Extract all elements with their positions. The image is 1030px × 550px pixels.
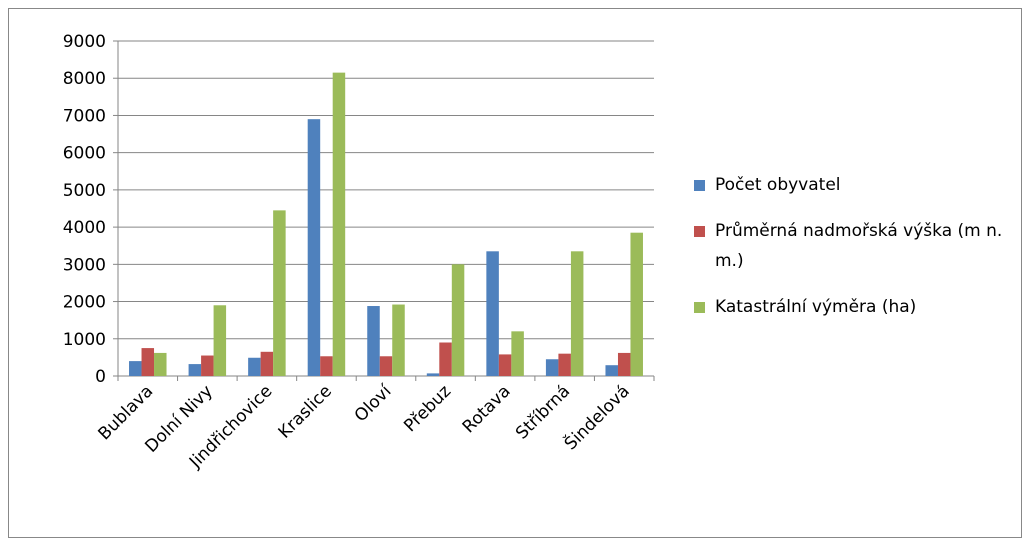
bar: [392, 304, 405, 376]
x-tick-label: Stříbrná: [512, 381, 574, 443]
legend-label: Průměrná nadmořská výška (m n. m.): [715, 221, 1003, 271]
bar: [141, 348, 155, 376]
bar: [558, 353, 571, 376]
bar: [486, 251, 499, 376]
y-tick-label: 6000: [63, 144, 106, 164]
bar: [451, 264, 465, 376]
bar: [570, 251, 584, 376]
bar: [332, 72, 346, 376]
bar: [260, 351, 274, 376]
bar: [129, 361, 142, 376]
y-tick-label: 2000: [63, 293, 106, 313]
y-tick-label: 0: [95, 367, 106, 387]
bar: [617, 352, 631, 376]
legend-swatch: [694, 302, 705, 313]
bar: [154, 352, 167, 376]
bar: [213, 305, 227, 376]
legend-label: Počet obyvatel: [715, 175, 841, 195]
legend-item: Katastrální výměra (ha): [694, 292, 1024, 322]
bar: [248, 357, 261, 376]
bar: [630, 232, 643, 376]
x-tick-label: Bublava: [94, 381, 157, 444]
y-tick-label: 1000: [63, 330, 106, 350]
legend-label: Katastrální výměra (ha): [715, 297, 917, 317]
legend-swatch: [694, 226, 705, 237]
legend-item: Počet obyvatel: [694, 170, 1024, 200]
legend-item: Průměrná nadmořská výška (m n. m.): [694, 216, 1024, 276]
bar: [307, 119, 321, 377]
x-tick-label: Rotava: [459, 381, 515, 437]
y-tick-label: 7000: [63, 106, 106, 126]
y-tick-label: 8000: [63, 69, 106, 89]
x-tick-label: Přebuz: [400, 381, 455, 436]
y-tick-label: 3000: [63, 255, 106, 275]
legend: Počet obyvatel Průměrná nadmořská výška (…: [694, 170, 1024, 338]
y-tick-label: 9000: [63, 32, 106, 52]
bar: [545, 359, 559, 376]
bar: [273, 210, 286, 376]
bar: [498, 354, 512, 376]
bar: [511, 331, 524, 376]
x-tick-label: Šindelová: [559, 380, 633, 454]
bar: [367, 306, 380, 376]
bar: [439, 342, 452, 376]
legend-swatch: [694, 180, 705, 191]
bar: [188, 364, 202, 376]
bar: [320, 356, 333, 376]
chart-border: [8, 8, 1022, 538]
y-tick-label: 5000: [63, 181, 106, 201]
bar: [201, 355, 214, 376]
x-tick-label: Oloví: [351, 380, 397, 426]
bar: [426, 373, 440, 376]
bar: [605, 365, 618, 376]
y-tick-label: 4000: [63, 218, 106, 238]
bar: [379, 356, 393, 376]
x-tick-label: Kraslice: [275, 381, 336, 442]
